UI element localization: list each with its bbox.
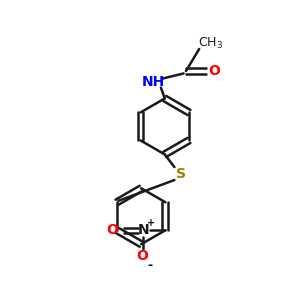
Text: O: O — [107, 223, 118, 237]
Text: S: S — [176, 167, 186, 181]
Text: CH$_3$: CH$_3$ — [198, 36, 223, 51]
Text: O: O — [136, 249, 148, 263]
Text: N: N — [137, 223, 149, 237]
Text: O: O — [208, 64, 220, 78]
Text: -: - — [147, 259, 152, 272]
Text: NH: NH — [142, 75, 165, 89]
Text: +: + — [147, 218, 155, 228]
